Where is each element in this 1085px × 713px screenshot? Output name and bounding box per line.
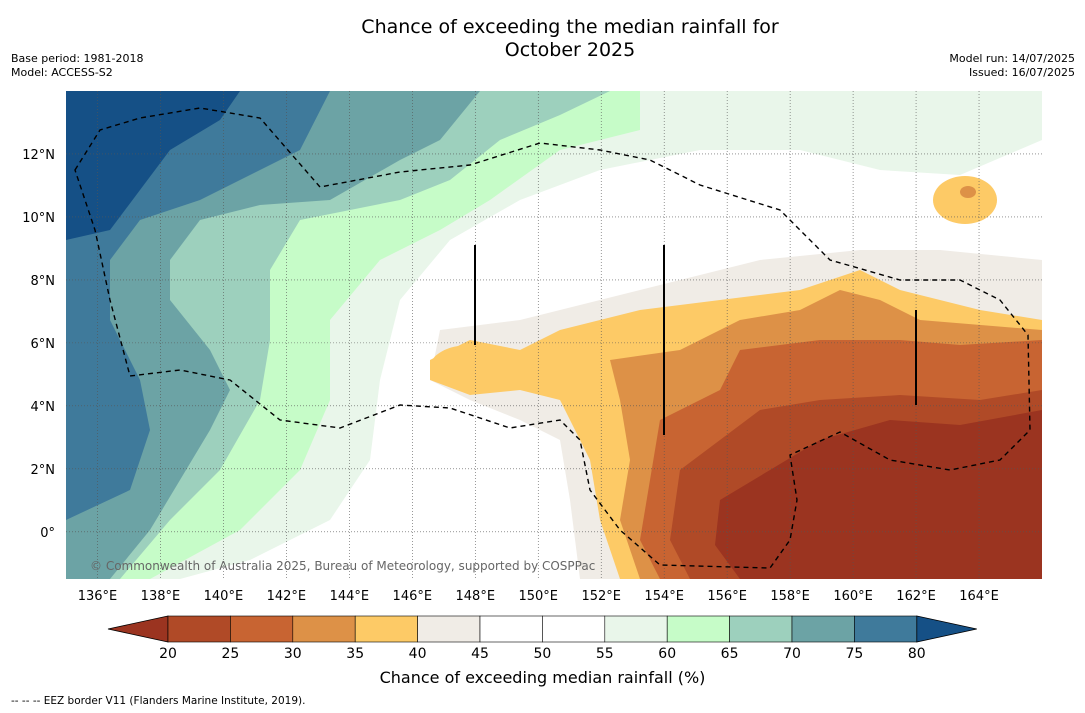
lon-tick-label: 158°E	[770, 589, 810, 604]
colorbar-segment	[292, 615, 356, 643]
marker-lines	[474, 245, 917, 435]
lat-tick-label: 10°N	[22, 211, 55, 226]
lon-tick-label: 162°E	[896, 589, 936, 604]
colorbar-tick-label: 45	[471, 646, 489, 662]
footer-note: -- -- -- EEZ border V11 (Flanders Marine…	[11, 695, 306, 707]
colorbar-segment	[167, 615, 231, 643]
colorbar-tick-label: 65	[721, 646, 739, 662]
colorbar-low-extend	[107, 615, 169, 643]
title-line-2: October 2025	[504, 39, 636, 61]
eez-border-palau-fsm	[74, 107, 1031, 569]
meta-left: Base period: 1981-2018 Model: ACCESS-S2	[11, 52, 143, 80]
lat-tick-labels: 12°N 10°N 8°N 6°N 4°N 2°N 0°	[22, 148, 55, 541]
lat-tick-label: 0°	[40, 526, 55, 541]
colorbar-tick-label: 20	[159, 646, 177, 662]
region-spot-35-40	[933, 176, 997, 224]
colorbar-tick-label: 30	[284, 646, 302, 662]
colorbar-tick-label: 80	[908, 646, 926, 662]
colorbar-tick-label: 75	[845, 646, 863, 662]
lon-tick-label: 148°E	[456, 589, 496, 604]
rainfall-field	[66, 91, 1042, 579]
colorbar-tick-label: 25	[221, 646, 239, 662]
lat-tick-label: 6°N	[31, 337, 56, 352]
eez-borders	[74, 107, 1031, 569]
colorbar-segment	[417, 615, 481, 643]
colorbar-segment	[729, 615, 793, 643]
lon-tick-label: 146°E	[393, 589, 433, 604]
colorbar: 20 25 30 35 40 45 50 55 60 65 70 75 80	[107, 615, 977, 662]
colorbar-tick-label: 55	[596, 646, 614, 662]
colorbar-tick-label: 35	[346, 646, 364, 662]
lon-tick-label: 156°E	[707, 589, 747, 604]
lon-tick-label: 142°E	[267, 589, 307, 604]
lat-tick-label: 8°N	[31, 274, 56, 289]
title-line-1: Chance of exceeding the median rainfall …	[361, 16, 779, 38]
colorbar-tick-label: 50	[533, 646, 551, 662]
colorbar-segment	[791, 615, 855, 643]
region-75-80	[66, 91, 480, 579]
lon-tick-label: 152°E	[581, 589, 621, 604]
colorbar-segment	[230, 615, 294, 643]
model-run-label: Model run: 14/07/2025	[949, 52, 1075, 65]
lon-tick-label: 140°E	[204, 589, 244, 604]
base-period-label: Base period: 1981-2018	[11, 52, 144, 65]
lon-tick-label: 136°E	[78, 589, 118, 604]
region-85	[66, 91, 240, 240]
colorbar-segment	[666, 615, 730, 643]
colorbar-high-extend	[916, 615, 977, 643]
lat-tick-label: 2°N	[31, 463, 56, 478]
model-label: Model: ACCESS-S2	[11, 66, 113, 79]
lon-tick-label: 164°E	[959, 589, 999, 604]
meta-right: Model run: 14/07/2025 Issued: 16/07/2025	[949, 52, 1075, 80]
lat-tick-label: 4°N	[31, 400, 56, 415]
colorbar-tick-label: 40	[409, 646, 427, 662]
lon-tick-label: 138°E	[141, 589, 181, 604]
colorbar-segment	[542, 615, 606, 643]
colorbar-segment	[354, 615, 418, 643]
issued-label: Issued: 16/07/2025	[968, 66, 1075, 79]
copyright-text: © Commonwealth of Australia 2025, Bureau…	[90, 559, 595, 573]
colorbar-segment	[479, 615, 543, 643]
lon-tick-label: 154°E	[644, 589, 684, 604]
colorbar-title: Chance of exceeding median rainfall (%)	[379, 668, 706, 687]
colorbar-tick-label: 70	[783, 646, 801, 662]
lon-tick-label: 144°E	[330, 589, 370, 604]
lat-tick-label: 12°N	[22, 148, 55, 163]
region-spot-30-35	[960, 186, 976, 198]
region-below-20	[715, 410, 1042, 579]
map-title: Chance of exceeding the median rainfall …	[0, 16, 1085, 62]
colorbar-segment	[854, 615, 918, 643]
lon-tick-labels: 136°E 138°E 140°E 142°E 144°E 146°E 148°E 150°E…	[78, 589, 999, 604]
colorbar-tick-label: 60	[658, 646, 676, 662]
lon-tick-label: 150°E	[518, 589, 558, 604]
lon-tick-label: 160°E	[833, 589, 873, 604]
colorbar-segment	[604, 615, 668, 643]
region-spot-40-45	[430, 345, 510, 389]
